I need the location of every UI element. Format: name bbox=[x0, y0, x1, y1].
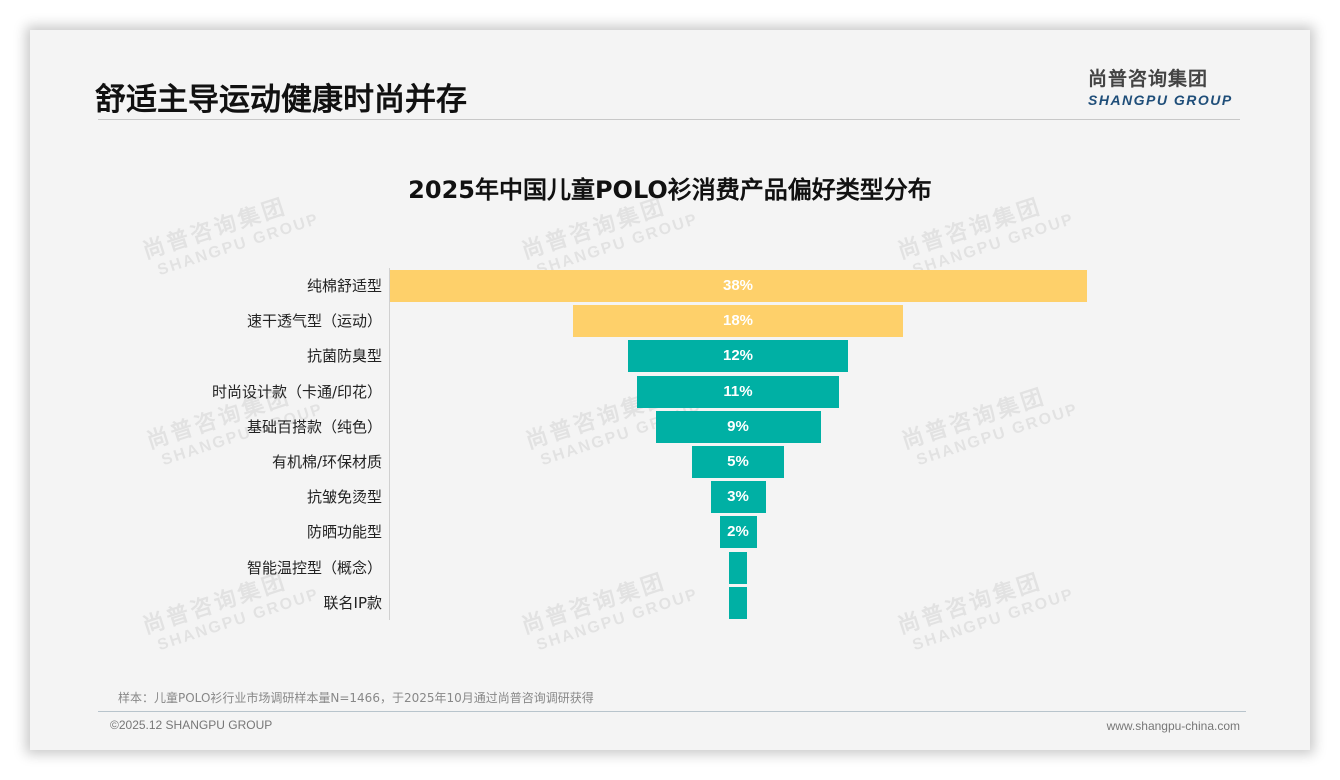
funnel-row: 时尚设计款（卡通/印花） 11% bbox=[30, 375, 1310, 408]
footer-divider bbox=[98, 711, 1246, 712]
website-link[interactable]: www.shangpu-china.com bbox=[1106, 719, 1240, 733]
header-divider bbox=[98, 119, 1240, 120]
funnel-row: 联名IP款 bbox=[30, 586, 1310, 619]
category-label: 联名IP款 bbox=[323, 593, 382, 612]
category-label: 速干透气型（运动） bbox=[246, 312, 382, 331]
funnel-bar: 11% bbox=[637, 375, 839, 408]
funnel-bar bbox=[729, 586, 747, 619]
page-title: 舒适主导运动健康时尚并存 bbox=[95, 82, 467, 118]
category-label: 纯棉舒适型 bbox=[306, 277, 382, 295]
funnel-row: 有机棉/环保材质 5% bbox=[30, 446, 1310, 478]
funnel-bar: 12% bbox=[628, 340, 848, 373]
logo-cn-text: 尚普咨询集团 bbox=[1088, 68, 1209, 90]
copyright-text: ©2025.12 SHANGPU GROUP bbox=[110, 718, 273, 732]
funnel-bar: 3% bbox=[710, 481, 766, 514]
slide: 舒适主导运动健康时尚并存 尚普咨询集团 SHANGPU GROUP 尚普咨询集团… bbox=[30, 30, 1310, 750]
funnel-row: 纯棉舒适型 38% bbox=[30, 270, 1310, 302]
category-label: 智能温控型（概念） bbox=[246, 558, 382, 577]
funnel-row: 防晒功能型 2% bbox=[30, 516, 1310, 549]
funnel-row: 速干透气型（运动） 18% bbox=[30, 305, 1310, 338]
category-label: 时尚设计款（卡通/印花） bbox=[211, 382, 382, 401]
logo-en-text: SHANGPU GROUP bbox=[1088, 92, 1233, 108]
funnel-bar: 5% bbox=[692, 446, 784, 478]
funnel-bar bbox=[729, 551, 747, 584]
category-label: 防晒功能型 bbox=[306, 523, 382, 542]
category-label: 抗菌防臭型 bbox=[306, 347, 382, 366]
chart-title: 2025年中国儿童POLO衫消费产品偏好类型分布 bbox=[408, 176, 932, 204]
category-label: 基础百搭款（纯色） bbox=[246, 417, 382, 436]
funnel-bar: 18% bbox=[573, 305, 903, 338]
category-axis-line bbox=[389, 268, 390, 620]
funnel-row: 抗皱免烫型 3% bbox=[30, 481, 1310, 514]
funnel-row: 抗菌防臭型 12% bbox=[30, 340, 1310, 373]
funnel-bar: 2% bbox=[719, 516, 757, 549]
sample-footnote: 样本：儿童POLO衫行业市场调研样本量N=1466，于2025年10月通过尚普咨… bbox=[118, 691, 594, 705]
company-logo: 尚普咨询集团 SHANGPU GROUP bbox=[1088, 64, 1238, 108]
category-label: 抗皱免烫型 bbox=[306, 488, 382, 507]
funnel-bar: 38% bbox=[389, 270, 1087, 302]
funnel-row: 智能温控型（概念） bbox=[30, 551, 1310, 584]
funnel-row: 基础百搭款（纯色） 9% bbox=[30, 410, 1310, 443]
funnel-bar: 9% bbox=[655, 410, 821, 443]
category-label: 有机棉/环保材质 bbox=[271, 453, 382, 471]
